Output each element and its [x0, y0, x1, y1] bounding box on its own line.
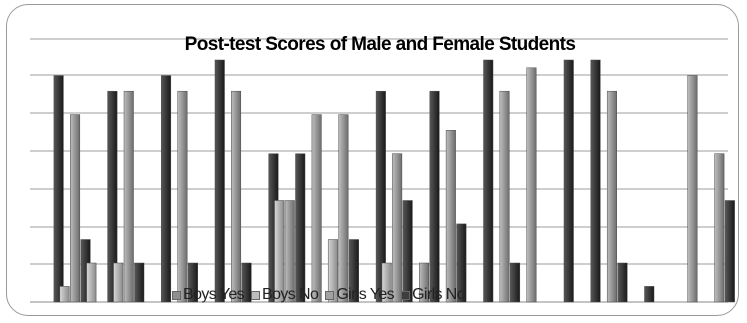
- legend-label-girls-yes: Girls Yes: [336, 286, 395, 303]
- bar-girls-no-26: [724, 200, 735, 303]
- legend-swatch-boys-no: [251, 290, 261, 300]
- bar-girls-no-10: [295, 153, 306, 303]
- bar-girls-yes-19: [526, 67, 537, 303]
- bar-girls-yes-2: [70, 114, 81, 303]
- bar-girls-yes-16: [445, 130, 456, 303]
- legend-swatch-boys-yes: [172, 290, 181, 300]
- bar-girls-yes-4: [123, 90, 134, 303]
- bar-boys-no-3: [86, 262, 97, 303]
- bar-girls-yes-11: [311, 114, 322, 303]
- bar-girls-yes-26: [714, 153, 725, 303]
- bar-girls-no-21: [590, 59, 601, 303]
- legend-label-girls-no: Girls No: [412, 286, 466, 303]
- bar-girls-no-3: [107, 90, 118, 303]
- legend-item-girls-no: Girls No: [401, 286, 466, 304]
- bars: [53, 59, 735, 303]
- bar-boys-no-10: [274, 200, 285, 303]
- bar-girls-no-20: [563, 59, 574, 303]
- legend-swatch-girls-no: [401, 290, 411, 300]
- bar-girls-no-4: [134, 262, 145, 303]
- bar-girls-no-1: [53, 75, 64, 303]
- legend: Boys Yes Boys No Girls Yes Girls No: [172, 285, 466, 305]
- bar-girls-yes-12: [338, 114, 349, 303]
- legend-label-boys-no: Boys No: [262, 286, 319, 303]
- bar-girls-no-12: [348, 239, 359, 303]
- chart-title: Post-test Scores of Male and Female Stud…: [184, 34, 576, 55]
- bar-girls-no-22: [617, 262, 628, 303]
- bar-girls-no-5: [161, 75, 172, 303]
- bar-girls-no-16: [456, 223, 467, 303]
- bar-girls-no-6: [187, 262, 198, 303]
- bar-girls-no-13: [375, 90, 386, 303]
- bar-girls-yes-8: [231, 90, 242, 303]
- bar-boys-no-14: [381, 262, 392, 303]
- bar-girls-no-8: [241, 262, 252, 303]
- bar-girls-no-23: [644, 286, 655, 303]
- bar-girls-yes-18: [499, 90, 510, 303]
- bar-girls-yes-14: [392, 153, 403, 303]
- bar-girls-yes-10: [284, 200, 295, 303]
- legend-item-boys-yes: Boys Yes: [172, 286, 245, 304]
- bar-girls-yes-25: [687, 75, 698, 303]
- legend-swatch-girls-yes: [325, 290, 335, 300]
- bar-girls-yes-15: [419, 262, 430, 303]
- legend-item-girls-yes: Girls Yes: [325, 286, 395, 304]
- bar-girls-no-7: [214, 59, 225, 303]
- legend-item-boys-no: Boys No: [251, 286, 319, 304]
- bar-boys-no-4: [113, 262, 124, 303]
- bar-girls-yes-22: [606, 90, 617, 303]
- bar-girls-yes-6: [177, 90, 188, 303]
- bar-boys-no-2: [59, 286, 70, 303]
- bar-girls-no-18: [510, 262, 521, 303]
- bar-girls-no-17: [483, 59, 494, 303]
- bar-boys-no-12: [327, 239, 338, 303]
- bar-girls-no-15: [429, 90, 440, 303]
- legend-label-boys-yes: Boys Yes: [183, 286, 245, 303]
- bar-girls-no-14: [402, 200, 413, 303]
